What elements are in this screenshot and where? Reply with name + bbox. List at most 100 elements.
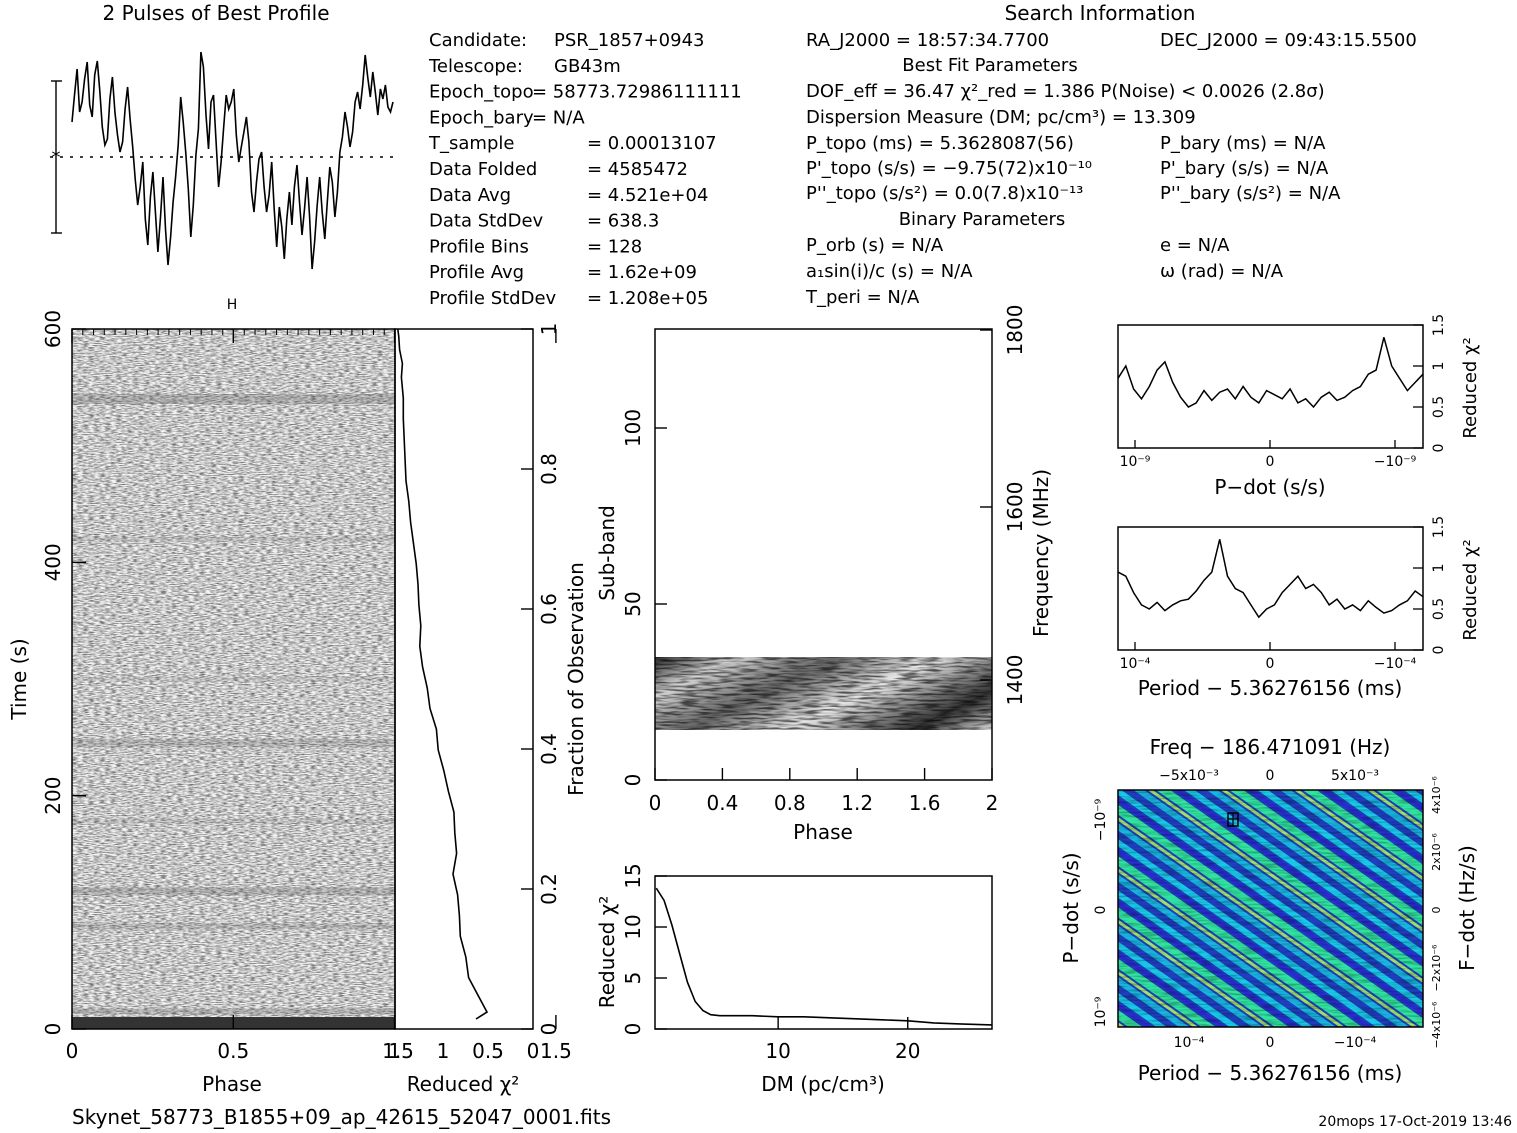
dm-chi2-tick: 5	[621, 972, 645, 985]
svg-text:H: H	[227, 297, 238, 313]
dm-chi2-tick: 10	[621, 914, 645, 939]
ppdot-y2-tick: −4x10⁻⁶	[1430, 1001, 1443, 1049]
time-chi2-line	[397, 328, 489, 1020]
timestamp: 20mops 17-Oct-2019 13:46	[1318, 1114, 1512, 1130]
subband-phase-tick: 1.6	[909, 791, 941, 815]
small-panel-y-tick: 0	[1431, 444, 1447, 453]
time-tick-label: 200	[41, 777, 65, 815]
chi2-tick-label: 1.5	[382, 1039, 414, 1063]
chi2-tick-label: 0	[527, 1039, 540, 1063]
param-label: Profile Avg	[429, 262, 524, 283]
param-label: Profile Bins	[429, 236, 529, 257]
p-orb-value: P_orb (s) = N/A	[806, 235, 944, 256]
param-value: = 1.62e+09	[587, 262, 697, 283]
ppdot-x-tick: −10⁻⁴	[1334, 1035, 1377, 1051]
subband-tick: 100	[621, 409, 645, 447]
pdot-chi2-line	[1117, 337, 1424, 409]
param-label: Epoch_topo	[429, 82, 534, 103]
chi2-tick-label: 1	[437, 1039, 450, 1063]
ppdot-y2-tick: 0	[1430, 907, 1443, 914]
subband-axis-label: Sub-band	[595, 505, 619, 601]
subband-panel: 0 0.4 0.8 1.2 1.6 2 0 50 100 1400 1600 1800 Sub-ban…	[595, 305, 1053, 844]
ppdot-x2-tick: 0	[1266, 768, 1275, 784]
time-tick-label: 0	[41, 1023, 65, 1036]
fraction-tick-label: 0.2	[537, 873, 561, 905]
small-panel-y-tick: 0.5	[1431, 396, 1447, 418]
fraction-tick-label: 0.8	[537, 453, 561, 485]
param-label: Data StdDev	[429, 211, 544, 232]
dm-chi2-tick: 15	[621, 863, 645, 888]
param-value: GB43m	[554, 56, 621, 77]
omega-value: ω (rad) = N/A	[1160, 261, 1284, 282]
profile-title: 2 Pulses of Best Profile	[103, 1, 330, 25]
dm-value: Dispersion Measure (DM; pc/cm³) = 13.309	[806, 107, 1196, 128]
period-panel: 10⁻⁴ 0 −10⁻⁴ 0 0.5 1 1.5 Period − 5.36276156 (…	[1117, 516, 1481, 700]
subband-phase-tick: 1.2	[841, 791, 873, 815]
subband-phase-tick: 0.8	[774, 791, 806, 815]
small-panel-tick: 0	[1266, 656, 1275, 672]
subband-phase-tick: 0.4	[706, 791, 738, 815]
param-value: = 0.00013107	[587, 133, 717, 154]
fraction-tick-label: 0.6	[537, 593, 561, 625]
time-chi2-panel: 1.5 1 0.5 000.20.40.60.81 Reduced χ² Fracti…	[382, 323, 588, 1096]
fit-title: Best Fit Parameters	[902, 55, 1077, 76]
ppdot-x2-tick: 5x10⁻³	[1331, 768, 1379, 784]
ra-value: RA_J2000 = 18:57:34.7700	[806, 30, 1049, 51]
reduced-chi2-label: Reduced χ²	[407, 1072, 520, 1096]
param-label: Data Avg	[429, 185, 511, 206]
small-panel-tick: −10⁻⁴	[1374, 656, 1417, 672]
small-panel-y-tick: 1.5	[1431, 314, 1447, 336]
profile-panel: *	[50, 51, 395, 270]
dm-chi2-line	[655, 887, 993, 1026]
e-value: e = N/A	[1160, 235, 1230, 256]
ppdot-y-tick: −10⁻⁹	[1093, 798, 1109, 841]
pd-topo-value: P'_topo (s/s) = −9.75(72)x10⁻¹⁰	[806, 158, 1092, 179]
pdot-panel: 10⁻⁹ 0 −10⁻⁹ 0 0.5 1 1.5 P−dot (s/s) Reduced χ…	[1117, 314, 1481, 499]
svg-text:*: *	[52, 147, 61, 168]
time-tick-label: 400	[41, 543, 65, 581]
pd-bary-value: P'_bary (s/s) = N/A	[1160, 158, 1329, 179]
frequency-axis-label: Frequency (MHz)	[1029, 469, 1053, 637]
param-value: = N/A	[532, 107, 585, 128]
p-topo-value: P_topo (ms) = 5.3628087(56)	[806, 133, 1074, 154]
small-panel-y-tick: 0	[1431, 646, 1447, 655]
frequency-tick: 1600	[1003, 482, 1027, 533]
ppdot-title: Freq − 186.471091 (Hz)	[1150, 735, 1391, 759]
search-title: Search Information	[1005, 1, 1196, 25]
param-value: = 58773.72986111111	[532, 82, 742, 103]
period-axis-label: Period − 5.36276156 (ms)	[1138, 676, 1403, 700]
ppdot-panel: Freq − 186.471091 (Hz) 10⁻⁴ −5x10⁻³ 0 0 −10⁻…	[1059, 735, 1479, 1085]
param-value: = 128	[587, 236, 642, 257]
phase-tick-label: 0	[66, 1039, 79, 1063]
subband-phase-label: Phase	[793, 820, 853, 844]
phase-axis-label: Phase	[202, 1072, 262, 1096]
small-panel-tick: 0	[1266, 454, 1275, 470]
parameter-table: Candidate: PSR_1857+0943 Telescope: GB43m Ep…	[428, 30, 742, 309]
profile-line	[71, 51, 394, 270]
fraction-tick-label: 0.4	[537, 733, 561, 765]
subband-tick: 0	[621, 774, 645, 787]
subband-tick: 50	[621, 591, 645, 616]
param-label: Profile StdDev	[429, 288, 557, 309]
dm-tick-label: 10	[765, 1039, 790, 1063]
time-axis-label: Time (s)	[7, 638, 31, 720]
phase-tick-label: 0.5	[217, 1039, 249, 1063]
dm-axis-label: DM (pc/cm³)	[761, 1072, 885, 1096]
param-label: Epoch_bary	[429, 107, 534, 128]
phase-tick-label: 1.5	[540, 1039, 572, 1063]
small-panel-tick: −10⁻⁹	[1374, 454, 1417, 470]
param-value: = 1.208e+05	[587, 288, 708, 309]
period-chi2-label: Reduced χ²	[1460, 539, 1481, 640]
ppdot-y2-label: F−dot (Hz/s)	[1455, 845, 1479, 971]
ppdot-x-tick: 0	[1266, 1035, 1275, 1051]
fraction-label: Fraction of Observation	[564, 562, 588, 796]
ppdot-x2-tick: −5x10⁻³	[1159, 768, 1219, 784]
param-value: = 4585472	[587, 159, 688, 180]
frequency-tick: 1800	[1003, 305, 1027, 356]
ppdot-y2-tick: −2x10⁻⁶	[1430, 944, 1443, 992]
small-panel-y-tick: 1.5	[1431, 516, 1447, 538]
param-value: = 638.3	[587, 211, 659, 232]
small-panel-y-tick: 1	[1431, 362, 1447, 371]
